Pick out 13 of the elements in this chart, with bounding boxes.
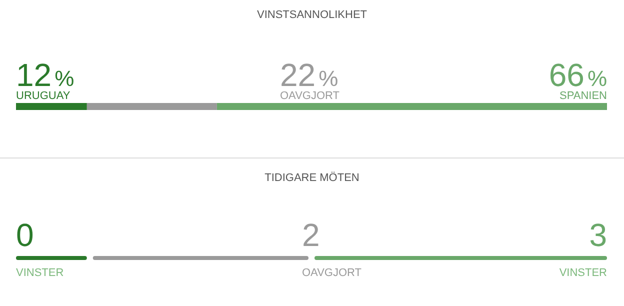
- data-label: 2: [302, 217, 320, 253]
- text: OAVGJORT: [280, 90, 340, 102]
- chart-title: VINSTSANNOLIKHET: [256, 9, 368, 21]
- category-label: VINSTER: [16, 267, 64, 279]
- category-label: OAVGJORT: [302, 267, 362, 279]
- data-label: 66%: [548, 57, 607, 93]
- series-label: URUGUAY: [16, 90, 71, 102]
- text: TIDIGARE MÖTEN: [264, 171, 360, 184]
- data-label: 0: [16, 217, 34, 253]
- series-label: SPANIEN: [560, 90, 608, 102]
- category-label: VINSTER: [559, 267, 608, 279]
- data-label: 3: [589, 217, 607, 253]
- data-label: 22%: [280, 57, 338, 93]
